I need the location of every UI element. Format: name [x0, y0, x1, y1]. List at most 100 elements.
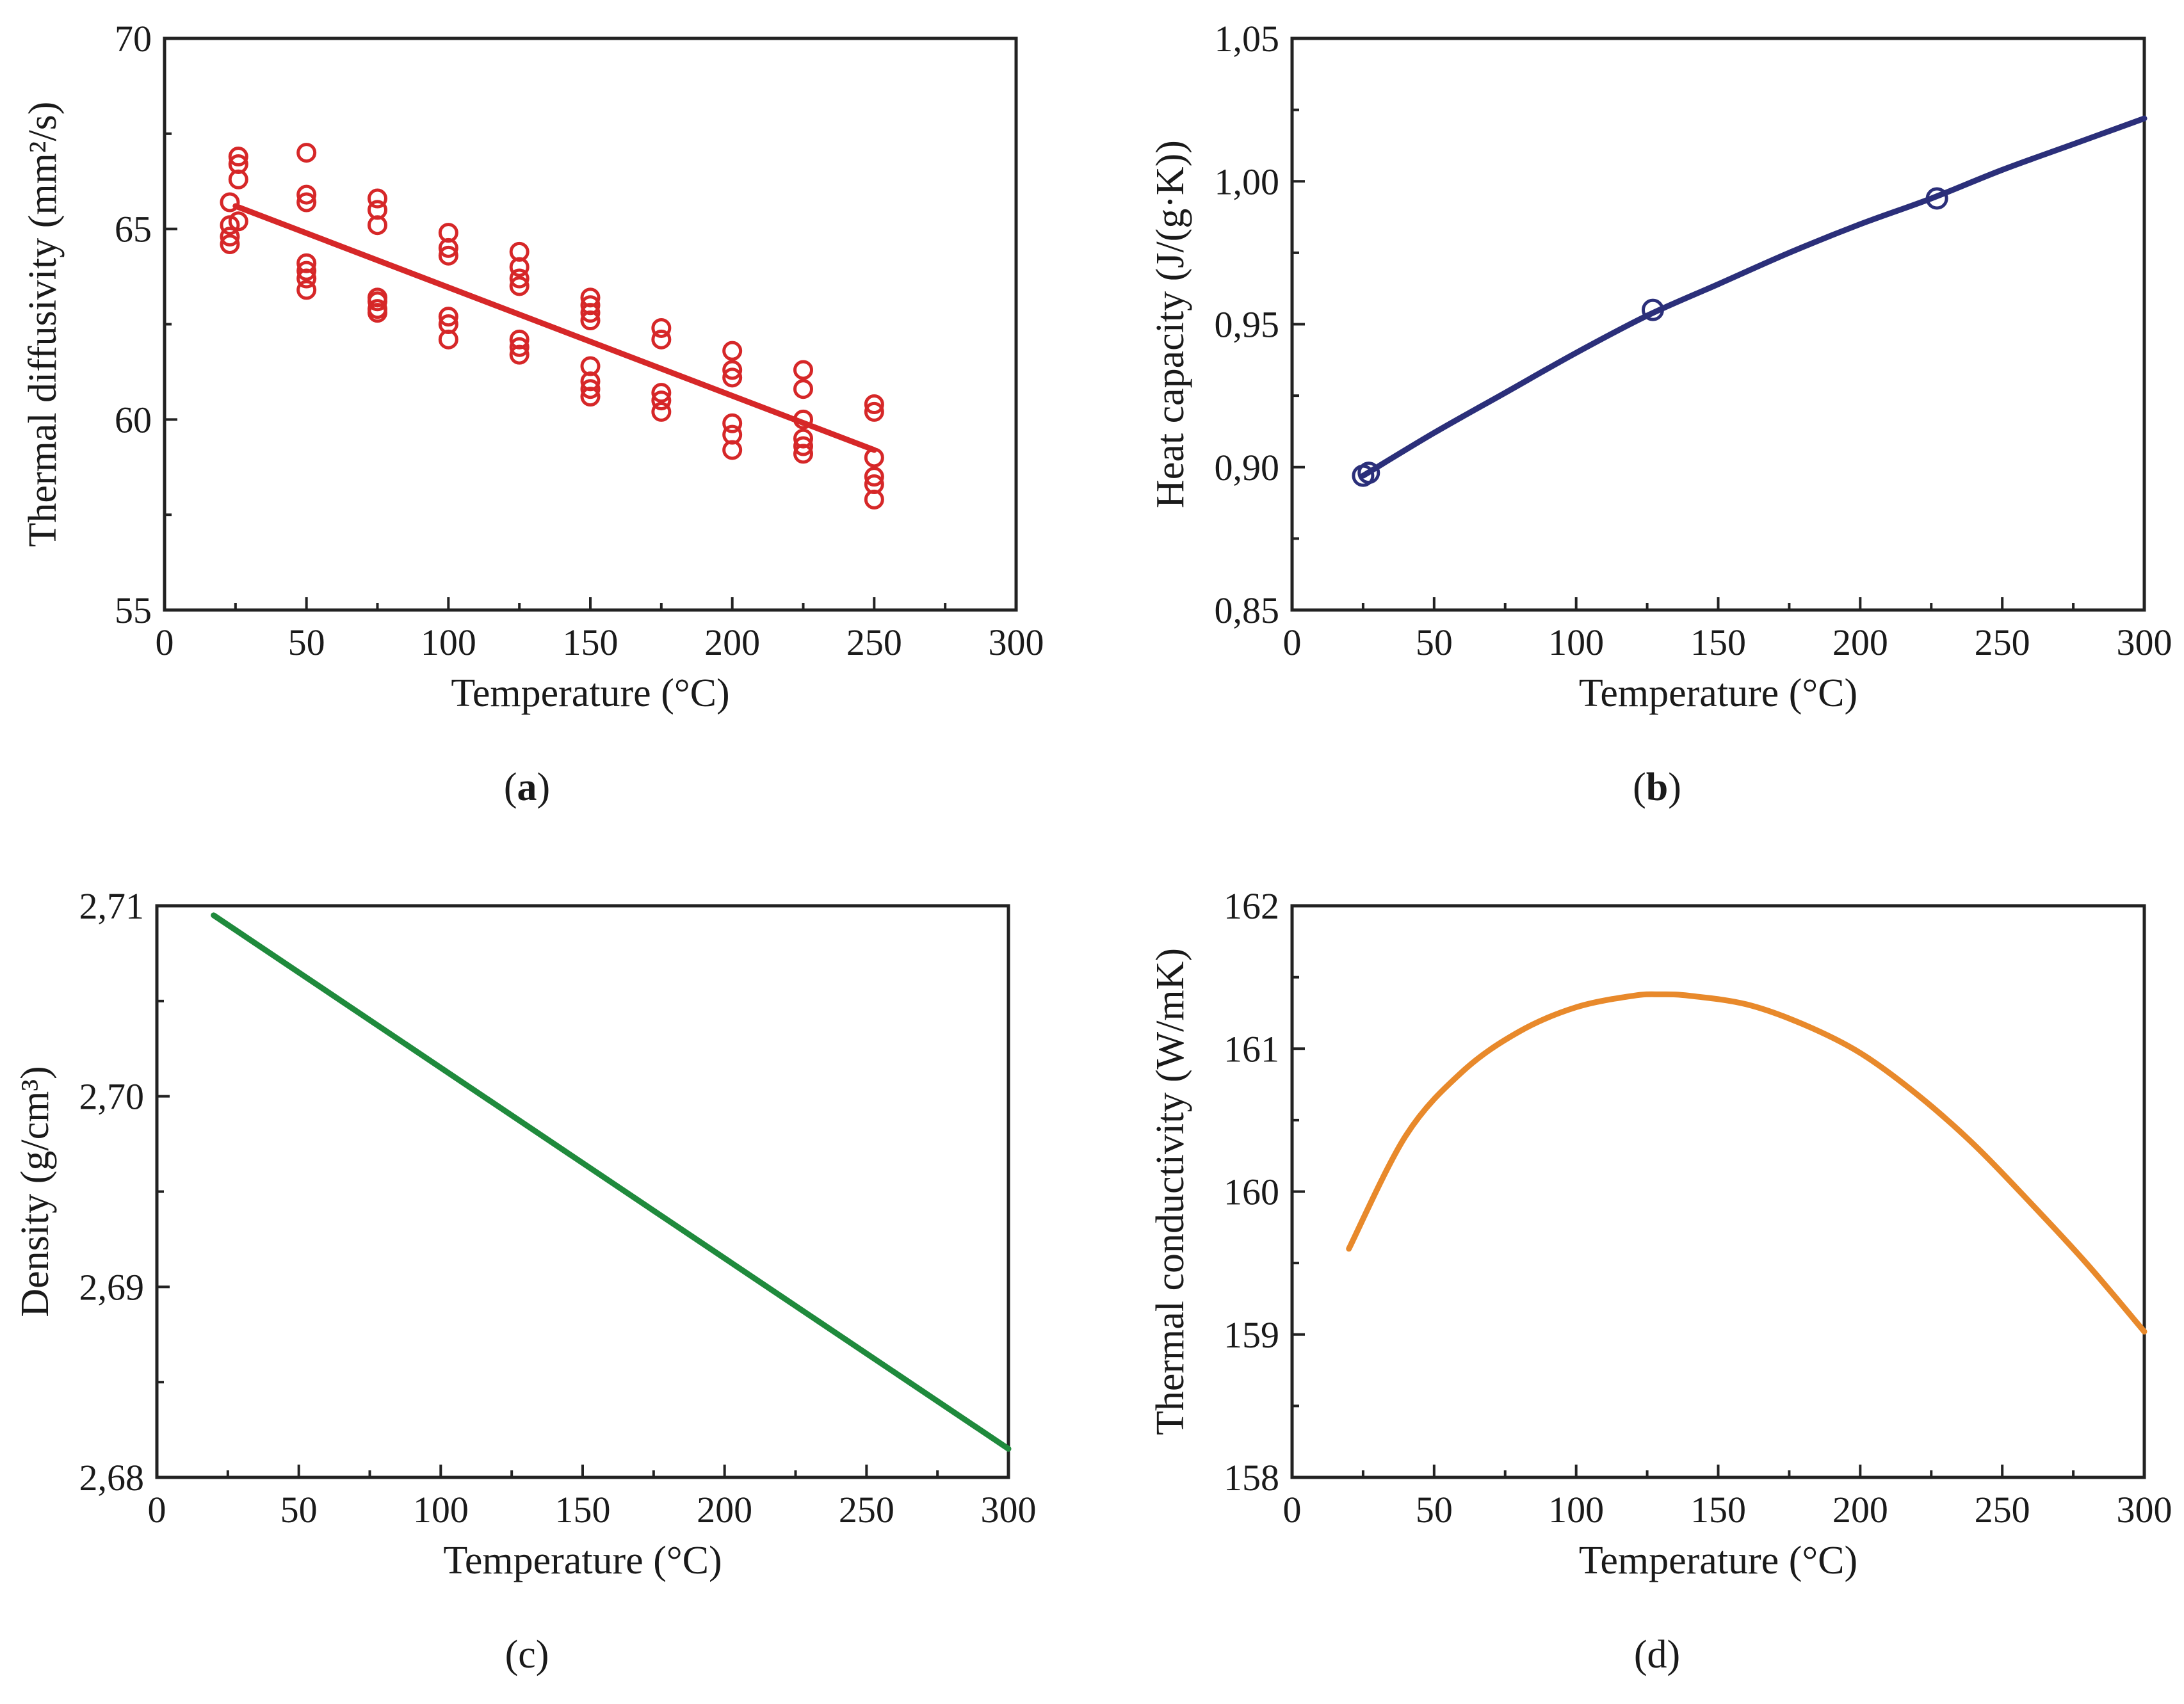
x-tick-label: 150 — [1690, 622, 1746, 663]
x-tick-label: 100 — [421, 622, 476, 663]
x-tick-label: 100 — [413, 1489, 469, 1531]
data-point — [296, 184, 317, 205]
panel-label-close: ) — [1668, 766, 1681, 809]
data-point — [438, 245, 458, 266]
panel-label: (b) — [1633, 766, 1681, 809]
data-point — [793, 436, 813, 456]
data-point — [1641, 298, 1664, 321]
data-point — [368, 303, 387, 323]
data-point — [722, 440, 743, 460]
series-line — [211, 912, 1012, 1452]
data-point — [793, 444, 813, 464]
data-point — [580, 310, 601, 331]
y-tick-label: 65 — [115, 209, 152, 250]
y-tick-label: 161 — [1224, 1028, 1279, 1070]
data-point — [509, 337, 530, 357]
panel-label-open: ( — [505, 1633, 519, 1676]
panel-label: (d) — [1634, 1633, 1680, 1676]
x-tick-label: 50 — [1416, 622, 1453, 663]
x-tick-label: 100 — [1548, 1489, 1604, 1531]
data-point — [368, 215, 387, 236]
data-point — [296, 143, 317, 163]
panel-label-close: ) — [537, 766, 551, 809]
data-point — [580, 303, 601, 323]
data-point — [793, 379, 813, 399]
y-tick-label: 2,69 — [79, 1266, 145, 1308]
x-tick-label: 250 — [1975, 622, 2030, 663]
x-tick-label: 250 — [1975, 1489, 2030, 1531]
panel-label-open: ( — [1633, 766, 1646, 809]
y-tick-label: 2,71 — [79, 885, 145, 927]
y-tick-label: 2,70 — [79, 1076, 145, 1118]
plot-frame — [1290, 36, 2146, 612]
x-tick-label: 150 — [563, 622, 619, 663]
panel-label-letter: c — [518, 1633, 536, 1676]
x-tick-label: 0 — [148, 1489, 166, 1531]
y-axis-title: Thermal conductivity (W/mK) — [1149, 948, 1192, 1435]
data-point — [438, 237, 458, 258]
panel-label-letter: b — [1646, 766, 1668, 809]
data-point — [509, 276, 530, 296]
chart-panel-1: 0 50 100 150 200 250 300 55 60 65 70 Temperature (°… — [21, 18, 1044, 809]
panel-label: (a) — [504, 766, 550, 809]
y-tick-label: 2,68 — [79, 1457, 145, 1499]
data-point — [722, 360, 743, 380]
y-tick-label: 1,00 — [1215, 161, 1280, 202]
data-point — [864, 401, 884, 422]
data-point — [438, 307, 458, 327]
data-point — [651, 401, 672, 422]
data-point — [651, 390, 672, 411]
data-point — [438, 329, 458, 350]
y-tick-label: 158 — [1224, 1457, 1279, 1499]
data-point — [722, 413, 743, 433]
data-point — [793, 360, 813, 380]
x-tick-label: 300 — [989, 622, 1044, 663]
y-tick-label: 0,95 — [1215, 304, 1280, 346]
y-tick-label: 55 — [115, 590, 152, 631]
y-axis-title: Heat capacity (J/(g·K)) — [1149, 140, 1192, 508]
data-point — [651, 383, 672, 403]
y-tick-label: 60 — [115, 399, 152, 440]
y-tick-label: 1,05 — [1215, 18, 1280, 60]
panel-label-letter: d — [1647, 1633, 1667, 1676]
data-point — [509, 268, 530, 289]
x-tick-label: 50 — [288, 622, 325, 663]
x-tick-label: 250 — [839, 1489, 894, 1531]
data-point — [864, 394, 884, 415]
data-point — [296, 268, 317, 289]
y-axis-title: Density (g/cm³) — [13, 1066, 57, 1317]
series-line — [1346, 991, 2148, 1335]
plot-frame — [155, 904, 1010, 1479]
data-point — [220, 234, 240, 254]
data-point — [651, 317, 672, 338]
data-point — [228, 211, 248, 232]
x-axis-title: Temperature (°C) — [443, 1539, 722, 1582]
data-point — [368, 188, 387, 209]
x-tick-label: 50 — [1416, 1489, 1453, 1531]
data-point — [722, 341, 743, 361]
data-point — [220, 227, 240, 247]
data-point — [296, 261, 317, 281]
plot-frame — [163, 36, 1018, 612]
x-axis-title: Temperature (°C) — [1579, 671, 1857, 715]
data-point — [580, 379, 601, 399]
chart-panel-4: 0 50 100 150 200 250 300 158 159 160 161 162 Tempera… — [1149, 885, 2172, 1676]
x-tick-label: 200 — [1832, 622, 1888, 663]
x-tick-label: 50 — [280, 1489, 318, 1531]
panel-label-open: ( — [504, 766, 517, 809]
x-tick-label: 300 — [2117, 622, 2172, 663]
data-point — [228, 147, 248, 167]
panel-label-close: ) — [536, 1633, 549, 1676]
data-point — [580, 387, 601, 407]
data-point — [509, 344, 530, 365]
x-tick-label: 300 — [2117, 1489, 2172, 1531]
series-line — [1360, 115, 2148, 479]
x-tick-label: 100 — [1548, 622, 1604, 663]
y-axis-title: Thermal diffusivity (mm²/s) — [21, 102, 65, 547]
data-point — [864, 489, 884, 510]
data-point — [368, 291, 387, 312]
data-point — [296, 280, 317, 300]
x-tick-label: 200 — [1832, 1489, 1888, 1531]
x-tick-label: 200 — [704, 622, 760, 663]
